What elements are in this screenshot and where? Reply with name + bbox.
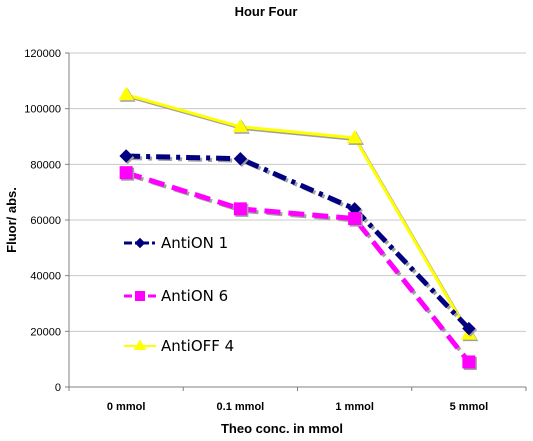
legend-label: AntiON 1 [161,234,228,252]
x-tick-label: 0.1 mmol [217,401,265,413]
series-shadow [128,155,473,332]
chart-title: Hour Four [235,4,298,19]
y-tick-label: 0 [55,382,61,394]
x-tick-label: 1 mmol [335,401,374,413]
x-tick-label: 0 mmol [107,401,146,413]
legend-item: AntiON 6 [124,287,228,305]
data-point [346,129,363,144]
series-line [126,153,471,331]
y-tick-label: 120000 [24,48,61,60]
legend: AntiON 1 AntiON 6 AntiOFF 4 [124,234,234,355]
y-tick-label: 60000 [30,215,61,227]
y-tick-label: 20000 [30,326,61,338]
series-line [125,170,471,364]
legend-marker [134,237,146,249]
data-point [462,321,476,336]
legend-marker [135,291,145,301]
legend-label: AntiOFF 4 [161,337,234,355]
y-axis-title: Fluor/ abs. [4,187,19,253]
series-1 [119,166,477,370]
y-tick-label: 40000 [30,271,61,283]
x-axis-title: Theo conc. in mmol [221,421,343,436]
y-tick-label: 100000 [24,104,61,116]
series-line [125,93,471,335]
axes [65,52,527,391]
x-tick-label: 5 mmol [450,401,489,413]
y-tick-labels: 0 20000 40000 60000 80000 100000 120000 [24,48,61,394]
gridlines [69,52,526,332]
series-0 [119,149,478,337]
data-point [233,202,247,216]
data-point [119,166,133,180]
legend-item: AntiOFF 4 [124,337,234,355]
data-point [119,149,133,163]
data-point [233,152,248,166]
legend-item: AntiON 1 [124,234,228,252]
data-point [118,86,134,101]
data-point [348,212,362,226]
legend-label: AntiON 6 [161,287,228,305]
series-lines [118,86,479,370]
x-tick-labels: 0 mmol 0.1 mmol 1 mmol 5 mmol [107,401,488,413]
data-point [462,355,476,369]
y-tick-label: 80000 [30,159,61,171]
legend-marker [133,339,147,350]
data-point [232,118,249,133]
